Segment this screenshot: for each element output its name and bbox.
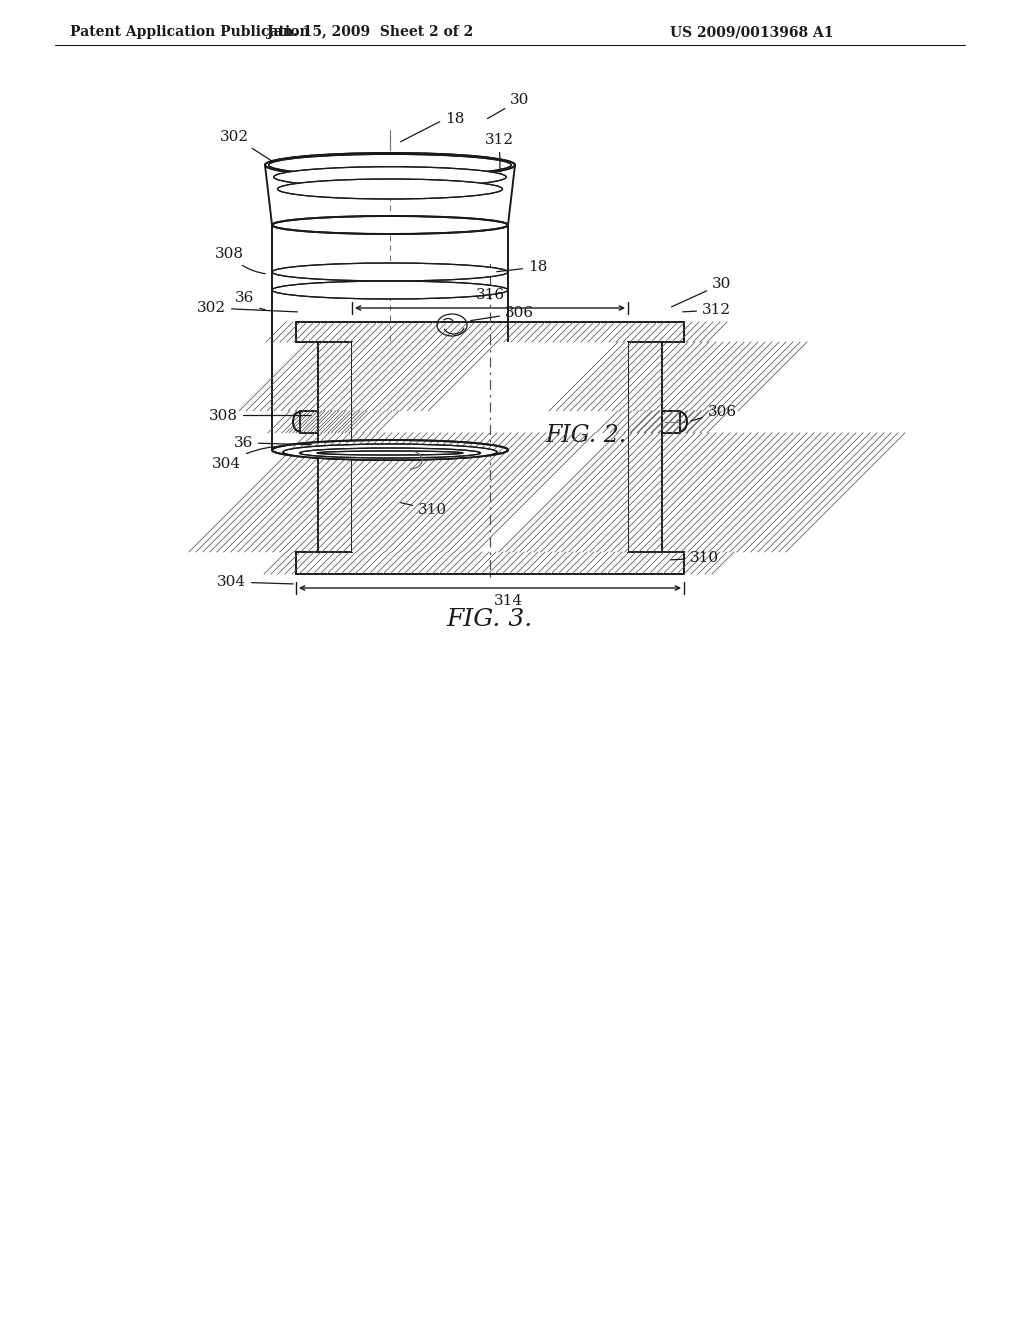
Text: 302: 302 — [197, 301, 297, 315]
Ellipse shape — [283, 444, 497, 459]
Ellipse shape — [272, 440, 508, 459]
Ellipse shape — [273, 166, 506, 187]
Text: 312: 312 — [485, 133, 514, 172]
Ellipse shape — [272, 216, 508, 234]
Text: 312: 312 — [683, 304, 731, 317]
Ellipse shape — [265, 153, 515, 177]
Text: 306: 306 — [471, 306, 535, 321]
Text: 304: 304 — [212, 446, 285, 471]
Ellipse shape — [272, 263, 508, 281]
Text: 314: 314 — [494, 594, 522, 609]
Text: 30: 30 — [672, 277, 731, 306]
Polygon shape — [265, 165, 515, 224]
Text: 36: 36 — [234, 290, 265, 310]
Ellipse shape — [278, 180, 503, 199]
Text: 316: 316 — [475, 288, 505, 302]
Ellipse shape — [317, 451, 463, 455]
Text: Patent Application Publication: Patent Application Publication — [70, 25, 309, 40]
Text: 302: 302 — [220, 129, 272, 161]
Ellipse shape — [268, 154, 511, 176]
Text: 18: 18 — [400, 112, 464, 141]
Text: 304: 304 — [217, 576, 293, 589]
Ellipse shape — [272, 281, 508, 300]
Text: 30: 30 — [487, 92, 529, 119]
Text: 308: 308 — [215, 247, 265, 273]
Text: Jan. 15, 2009  Sheet 2 of 2: Jan. 15, 2009 Sheet 2 of 2 — [267, 25, 473, 40]
Bar — [352, 342, 628, 552]
Text: US 2009/0013968 A1: US 2009/0013968 A1 — [670, 25, 834, 40]
Text: FIG. 2.: FIG. 2. — [545, 424, 627, 446]
Text: 306: 306 — [690, 405, 737, 421]
Text: 36: 36 — [233, 436, 311, 450]
Text: FIG. 3.: FIG. 3. — [446, 609, 534, 631]
Text: 310: 310 — [671, 550, 719, 565]
Text: 18: 18 — [497, 260, 548, 275]
Text: 308: 308 — [209, 408, 311, 422]
Ellipse shape — [299, 447, 480, 458]
Text: 310: 310 — [400, 503, 447, 517]
